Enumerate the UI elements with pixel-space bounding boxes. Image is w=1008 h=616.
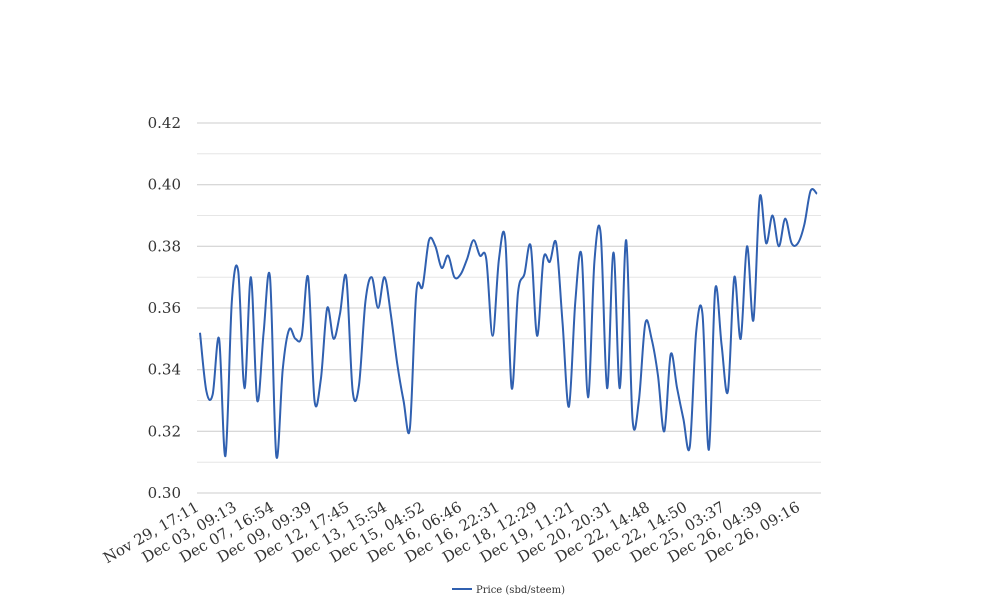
y-axis: 0.30 0.32 0.34 0.36 0.38 0.40 0.42: [148, 114, 181, 502]
y-tick-label: 0.40: [148, 176, 181, 194]
legend-label: Price (sbd/steem): [476, 585, 565, 596]
y-tick-label: 0.32: [148, 422, 181, 440]
y-tick-label: 0.38: [148, 237, 181, 255]
y-tick-label: 0.42: [148, 114, 181, 132]
legend[interactable]: Price (sbd/steem): [452, 585, 565, 596]
y-tick-label: 0.30: [148, 484, 181, 502]
series-group: [199, 188, 818, 459]
series-line: [199, 188, 818, 459]
y-tick-label: 0.36: [148, 299, 181, 317]
y-tick-label: 0.34: [148, 361, 181, 379]
